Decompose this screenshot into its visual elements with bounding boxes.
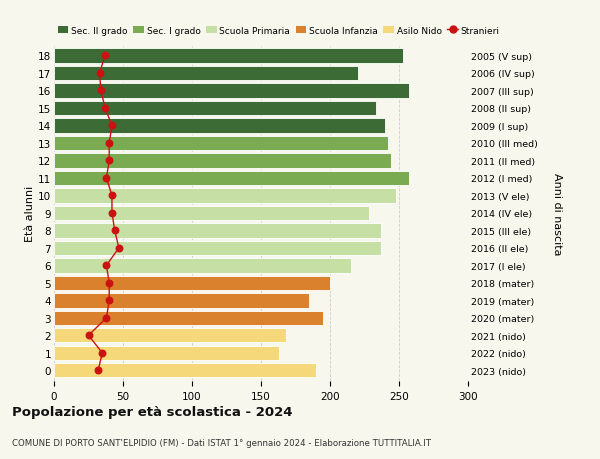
Bar [54, 136, 388, 151]
Point [84, 332, 94, 339]
Legend: Sec. II grado, Sec. I grado, Scuola Primaria, Scuola Infanzia, Asilo Nido, Stran: Sec. II grado, Sec. I grado, Scuola Prim… [54, 23, 503, 39]
Bar [54, 154, 391, 168]
Bar [54, 119, 385, 133]
Point [95, 70, 104, 78]
Bar [54, 346, 279, 360]
Bar [54, 189, 396, 203]
Bar [54, 49, 403, 63]
Bar [54, 294, 310, 308]
Bar [54, 241, 381, 256]
Point [104, 297, 114, 304]
Point [104, 157, 114, 165]
Point [107, 210, 117, 217]
Bar [54, 364, 316, 378]
Point [94, 367, 103, 374]
Bar [54, 101, 376, 116]
Point [98, 349, 107, 357]
Text: Popolazione per età scolastica - 2024: Popolazione per età scolastica - 2024 [12, 405, 293, 419]
Point [114, 245, 124, 252]
Point [100, 105, 110, 112]
Text: COMUNE DI PORTO SANT'ELPIDIO (FM) - Dati ISTAT 1° gennaio 2024 - Elaborazione TU: COMUNE DI PORTO SANT'ELPIDIO (FM) - Dati… [12, 438, 431, 447]
Bar [54, 84, 409, 98]
Y-axis label: Anni di nascita: Anni di nascita [551, 172, 562, 255]
Y-axis label: Età alunni: Età alunni [25, 185, 35, 241]
Point [107, 123, 117, 130]
Bar [54, 311, 323, 325]
Point [104, 280, 114, 287]
Bar [54, 206, 368, 221]
Point [96, 88, 106, 95]
Point [110, 227, 119, 235]
Point [100, 53, 110, 60]
Point [107, 192, 117, 200]
Point [104, 140, 114, 147]
Bar [54, 276, 330, 291]
Bar [54, 258, 351, 273]
Point [101, 314, 111, 322]
Bar [54, 171, 409, 186]
Point [101, 262, 111, 269]
Point [101, 175, 111, 182]
Bar [54, 67, 358, 81]
Bar [54, 224, 381, 238]
Bar [54, 329, 286, 343]
